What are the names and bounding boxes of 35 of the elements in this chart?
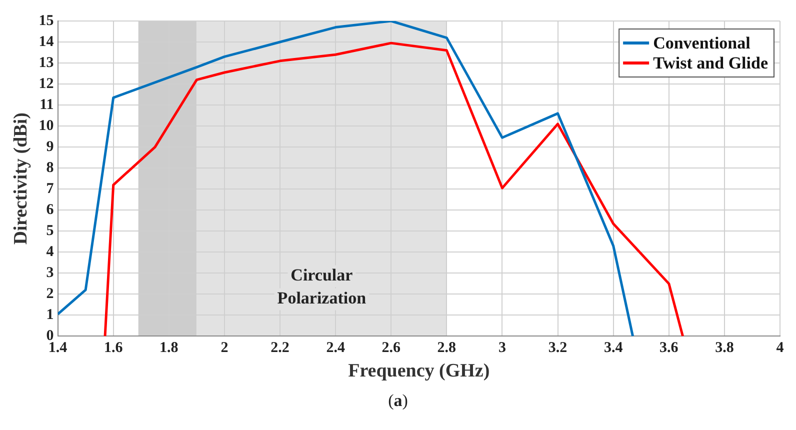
y-tick-label: 6 <box>46 202 54 218</box>
y-axis-title: Directivity (dBi) <box>10 112 32 245</box>
x-tick-label: 3.6 <box>660 340 679 356</box>
x-tick-label: 2.2 <box>270 340 290 356</box>
x-tick-label: 1.8 <box>160 340 178 356</box>
y-tick-label: 12 <box>38 76 54 92</box>
x-tick-label: 3.8 <box>715 340 734 356</box>
y-tick-label: 5 <box>46 223 54 240</box>
y-tick-label: 11 <box>40 96 54 113</box>
y-tick-label: 2 <box>46 286 54 302</box>
x-tick-label: 4 <box>776 340 784 356</box>
y-tick-label: 1 <box>46 307 54 324</box>
y-tick-label: 4 <box>46 244 54 260</box>
x-tick-label: 2.8 <box>437 340 456 356</box>
x-tick-label: 1.6 <box>104 340 124 356</box>
y-tick-label: 3 <box>46 265 54 282</box>
y-tick-label: 10 <box>38 118 54 134</box>
y-tick-label: 8 <box>46 160 54 176</box>
x-axis-title: Frequency (GHz) <box>348 360 490 382</box>
x-tick-label: 1.4 <box>48 340 68 356</box>
x-tick-label: 3.4 <box>604 340 624 356</box>
legend-label: Twist and Glide <box>653 53 768 72</box>
y-tick-label: 14 <box>38 34 54 50</box>
y-tick-label: 9 <box>46 138 54 155</box>
y-tick-label: 15 <box>38 12 54 29</box>
x-tick-label: 3.2 <box>548 340 568 356</box>
x-tick-label: 2.6 <box>382 340 401 356</box>
y-tick-label: 13 <box>38 54 54 71</box>
text: (a) <box>387 391 409 411</box>
x-tick-label: 2.4 <box>326 340 346 356</box>
legend-label: Conventional <box>653 33 751 52</box>
x-tick-label: 3 <box>498 340 506 356</box>
band-label: Circular Polarization <box>277 266 367 308</box>
y-tick-label: 7 <box>46 180 54 197</box>
x-tick-label: 2 <box>220 340 228 356</box>
